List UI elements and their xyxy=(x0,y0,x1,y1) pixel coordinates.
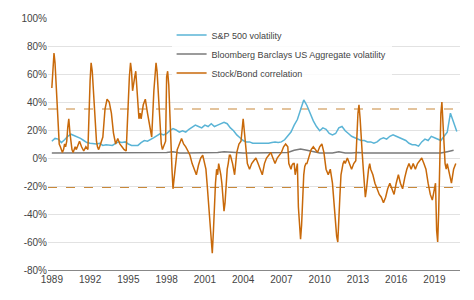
svg-text:0%: 0% xyxy=(33,153,48,164)
svg-text:2019: 2019 xyxy=(423,274,446,285)
svg-text:60%: 60% xyxy=(27,69,47,80)
svg-text:2001: 2001 xyxy=(194,274,217,285)
svg-text:40%: 40% xyxy=(27,97,47,108)
svg-text:-60%: -60% xyxy=(24,237,47,248)
svg-text:S&P 500 volatility: S&P 500 volatility xyxy=(212,31,282,41)
svg-text:Stock/Bond correlation: Stock/Bond correlation xyxy=(212,69,303,79)
svg-text:2010: 2010 xyxy=(309,274,332,285)
svg-text:-80%: -80% xyxy=(24,265,47,276)
svg-text:80%: 80% xyxy=(27,41,47,52)
svg-text:Bloomberg Barclays US Aggregat: Bloomberg Barclays US Aggregate volatili… xyxy=(212,50,386,60)
svg-text:1998: 1998 xyxy=(156,274,179,285)
svg-text:1992: 1992 xyxy=(79,274,102,285)
svg-text:1989: 1989 xyxy=(41,274,64,285)
svg-text:2004: 2004 xyxy=(232,274,255,285)
svg-text:-20%: -20% xyxy=(24,181,47,192)
svg-text:-40%: -40% xyxy=(24,209,47,220)
svg-text:1995: 1995 xyxy=(117,274,140,285)
svg-text:100%: 100% xyxy=(21,13,47,24)
svg-text:2013: 2013 xyxy=(347,274,370,285)
svg-text:2016: 2016 xyxy=(385,274,408,285)
svg-text:20%: 20% xyxy=(27,125,47,136)
svg-text:2007: 2007 xyxy=(270,274,293,285)
